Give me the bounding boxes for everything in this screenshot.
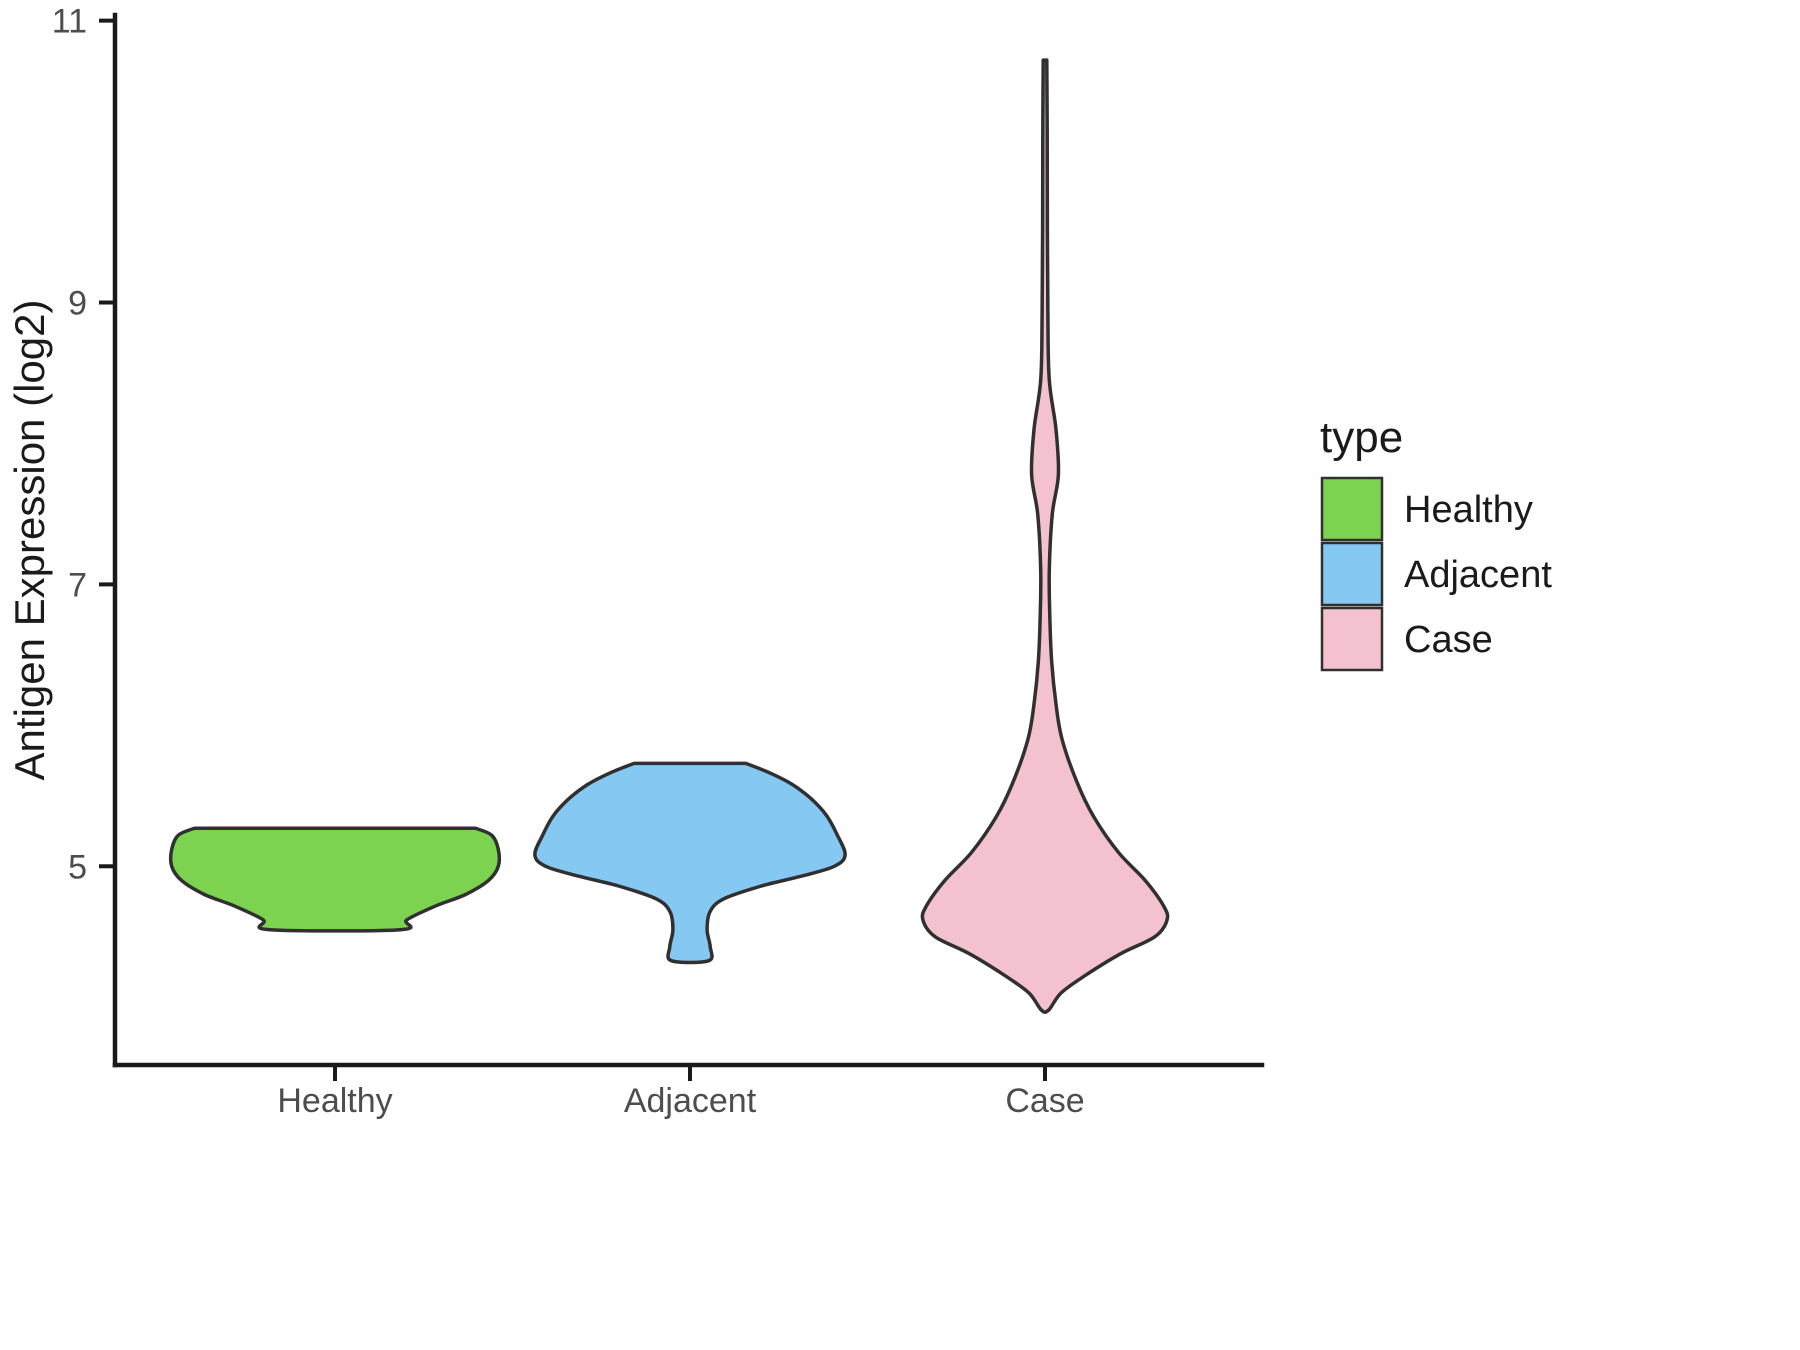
violin-adjacent (533, 761, 847, 965)
x-category-label: Case (1005, 1082, 1084, 1120)
y-tick-label: 5 (68, 848, 87, 886)
y-axis-title: Antigen Expression (log2) (6, 300, 53, 781)
legend-title: type (1320, 413, 1403, 462)
legend-label-adjacent: Adjacent (1404, 554, 1552, 596)
y-tick-label: 11 (52, 3, 87, 41)
legend-label-healthy: Healthy (1404, 489, 1533, 531)
y-tick-label: 7 (68, 566, 87, 604)
violin-healthy (168, 826, 502, 933)
legend-key-case (1320, 606, 1384, 672)
legend-key-healthy (1320, 476, 1384, 542)
axes-group (99, 12, 1265, 1081)
x-category-label: Adjacent (624, 1082, 757, 1120)
legend-key-adjacent (1320, 541, 1384, 607)
violins-group (168, 58, 1170, 1014)
labels-group: 5 7 9 11 Healthy Adjacent Case Antigen Expressi… (6, 3, 1085, 1120)
violin-case (920, 58, 1170, 1014)
legend-label-case: Case (1404, 619, 1493, 661)
y-tick-label: 9 (68, 285, 87, 323)
x-category-label: Healthy (277, 1082, 392, 1120)
